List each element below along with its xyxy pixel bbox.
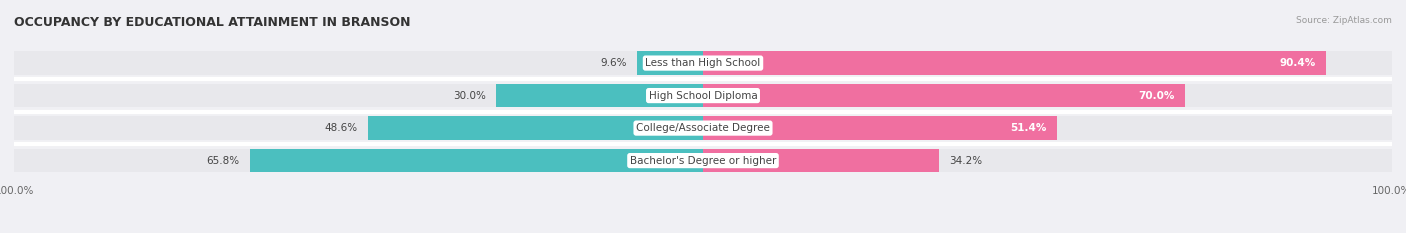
Bar	[703, 51, 1326, 75]
Text: OCCUPANCY BY EDUCATIONAL ATTAINMENT IN BRANSON: OCCUPANCY BY EDUCATIONAL ATTAINMENT IN B…	[14, 16, 411, 29]
Bar	[496, 84, 703, 107]
Bar	[14, 79, 1392, 112]
Text: 48.6%: 48.6%	[325, 123, 359, 133]
Text: 30.0%: 30.0%	[453, 91, 486, 101]
Bar	[250, 149, 703, 172]
Bar	[703, 84, 1185, 107]
Text: 9.6%: 9.6%	[600, 58, 627, 68]
Text: High School Diploma: High School Diploma	[648, 91, 758, 101]
Text: Bachelor's Degree or higher: Bachelor's Degree or higher	[630, 156, 776, 166]
Text: 65.8%: 65.8%	[207, 156, 239, 166]
Text: 90.4%: 90.4%	[1279, 58, 1316, 68]
Bar	[14, 51, 1392, 75]
Bar	[703, 149, 939, 172]
Text: College/Associate Degree: College/Associate Degree	[636, 123, 770, 133]
Bar	[368, 116, 703, 140]
Text: 70.0%: 70.0%	[1139, 91, 1175, 101]
Bar	[14, 112, 1392, 144]
Text: 51.4%: 51.4%	[1011, 123, 1047, 133]
Bar	[14, 47, 1392, 79]
Bar	[703, 116, 1057, 140]
Bar	[14, 116, 1392, 140]
Legend: Owner-occupied, Renter-occupied: Owner-occupied, Renter-occupied	[591, 231, 815, 233]
Text: Source: ZipAtlas.com: Source: ZipAtlas.com	[1296, 16, 1392, 25]
Bar	[14, 149, 1392, 172]
Bar	[637, 51, 703, 75]
Text: 34.2%: 34.2%	[949, 156, 981, 166]
Text: Less than High School: Less than High School	[645, 58, 761, 68]
Bar	[14, 84, 1392, 107]
Bar	[14, 144, 1392, 177]
